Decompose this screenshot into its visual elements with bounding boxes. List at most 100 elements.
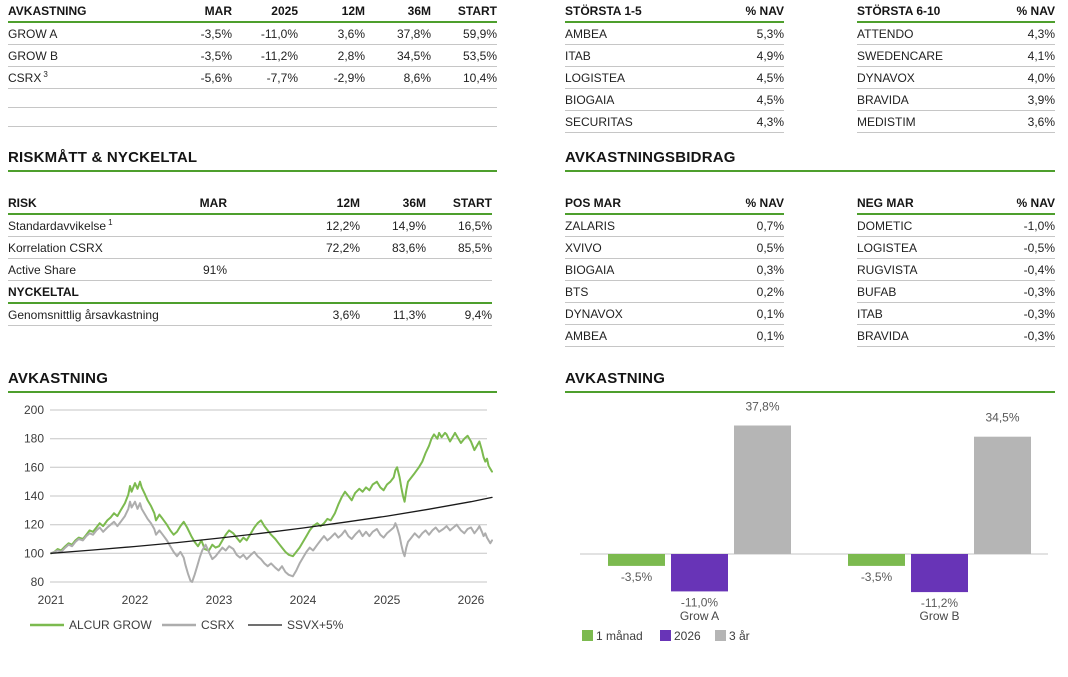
- table-row: BRAVIDA -0,3%: [857, 324, 1055, 347]
- value-cell: 53,5%: [431, 44, 497, 67]
- value-cell: 34,5%: [365, 44, 431, 67]
- legend-label-1-månad: 1 månad: [596, 629, 643, 643]
- table-row: DYNAVOX 4,0%: [857, 66, 1055, 89]
- value-cell: 0,7%: [699, 214, 784, 237]
- x-axis-tick-label: 2023: [206, 593, 233, 607]
- table-header-row: NEG MAR% NAV: [857, 194, 1055, 215]
- value-cell: 0,5%: [699, 236, 784, 259]
- value-cell: 5,3%: [699, 22, 784, 45]
- value-cell: 0,1%: [699, 302, 784, 325]
- returns-table: AVKASTNING MAR 2025 12M 36M START GROW A -3,5% -…: [8, 2, 497, 127]
- value-cell: 59,9%: [431, 22, 497, 45]
- column-header-12m: 12M: [227, 194, 360, 215]
- column-header-största-6-10: STÖRSTA 6-10: [857, 2, 977, 23]
- column-header-mar: MAR: [165, 2, 232, 23]
- row-label: SECURITAS: [565, 110, 699, 133]
- row-label: DYNAVOX: [565, 302, 699, 325]
- row-label: BIOGAIA: [565, 258, 699, 281]
- row-label: AMBEA: [565, 22, 699, 45]
- table-row: AMBEA 5,3%: [565, 22, 784, 45]
- row-label: BRAVIDA: [857, 88, 977, 111]
- table-row: DOMETIC -1,0%: [857, 214, 1055, 237]
- value-cell: 11,3%: [360, 303, 426, 326]
- value-cell: 4,0%: [977, 66, 1055, 89]
- column-header-största-1-5: STÖRSTA 1-5: [565, 2, 699, 23]
- table-header-row: STÖRSTA 6-10% NAV: [857, 2, 1055, 23]
- value-cell: 2,8%: [298, 44, 365, 67]
- empty-cell: [8, 107, 497, 127]
- table-row: BIOGAIA 4,5%: [565, 88, 784, 111]
- legend-label-2026: 2026: [674, 629, 701, 643]
- bar-grow-b-1-månad: [848, 554, 905, 566]
- table-row: ATTENDO 4,3%: [857, 22, 1055, 45]
- value-cell: 3,6%: [298, 22, 365, 45]
- value-cell: -5,6%: [165, 66, 232, 89]
- table-row: BIOGAIA 0,3%: [565, 258, 784, 281]
- row-label: ITAB: [857, 302, 977, 325]
- row-label: ZALARIS: [565, 214, 699, 237]
- x-axis-tick-label: 2024: [290, 593, 317, 607]
- value-cell: [360, 258, 426, 281]
- row-label: Active Share: [8, 258, 160, 281]
- contribution-panel: AVKASTNINGSBIDRAG POS MAR% NAV ZALARIS 0,7…: [565, 150, 1055, 347]
- column-header-avkastning: AVKASTNING: [8, 2, 165, 23]
- column-header-nav: % NAV: [977, 2, 1055, 23]
- row-label: BUFAB: [857, 280, 977, 303]
- table-row: Korrelation CSRX 72,2% 83,6% 85,5%: [8, 236, 492, 259]
- bar-value-label: 34,5%: [985, 411, 1019, 425]
- table-row: MEDISTIM 3,6%: [857, 110, 1055, 133]
- table-header-row: POS MAR% NAV: [565, 194, 784, 215]
- row-label: LOGISTEA: [565, 66, 699, 89]
- legend-swatch-1-månad: [582, 630, 593, 641]
- row-label: ATTENDO: [857, 22, 977, 45]
- column-header-nav: % NAV: [977, 194, 1055, 215]
- column-header-neg-mar: NEG MAR: [857, 194, 977, 215]
- risk-table: RISK MAR 12M 36M START Standardavvikelse 1 12,2…: [8, 194, 497, 326]
- negative-contribution-table: NEG MAR% NAV DOMETIC -1,0% LOGISTEA -0,5% RUG…: [857, 194, 1055, 347]
- bar-grow-a-2026: [671, 554, 728, 592]
- bar-value-label: 37,8%: [745, 400, 779, 414]
- column-header-2025: 2025: [232, 2, 298, 23]
- data-table: RISK MAR 12M 36M START Standardavvikelse 1 12,2…: [8, 194, 492, 326]
- value-cell: [227, 258, 360, 281]
- row-label: RUGVISTA: [857, 258, 977, 281]
- table-row: LOGISTEA -0,5%: [857, 236, 1055, 259]
- value-cell: 72,2%: [227, 236, 360, 259]
- x-axis-tick-label: 2025: [374, 593, 401, 607]
- column-header-pos-mar: POS MAR: [565, 194, 699, 215]
- table-row: BRAVIDA 3,9%: [857, 88, 1055, 111]
- contribution-section-title: AVKASTNINGSBIDRAG: [565, 150, 1055, 172]
- column-header-nav: % NAV: [699, 2, 784, 23]
- table-row: BUFAB -0,3%: [857, 280, 1055, 303]
- table-header-row: STÖRSTA 1-5% NAV: [565, 2, 784, 23]
- table-row: BTS 0,2%: [565, 280, 784, 303]
- y-axis-tick-label: 140: [24, 489, 44, 503]
- value-cell: 12,2%: [227, 214, 360, 237]
- performance-bar-chart-panel: AVKASTNING -3,5% -11,0% 37,8% Grow A -3,5% -1…: [565, 371, 1055, 664]
- bar-chart-title: AVKASTNING: [565, 371, 1055, 393]
- bar-value-label: -11,2%: [921, 596, 958, 610]
- risk-section-title: RISKMÅTT & NYCKELTAL: [8, 150, 497, 172]
- row-label: DOMETIC: [857, 214, 977, 237]
- value-cell: 4,9%: [699, 44, 784, 67]
- value-cell: 4,3%: [977, 22, 1055, 45]
- table-row: RUGVISTA -0,4%: [857, 258, 1055, 281]
- bar-value-label: -3,5%: [861, 570, 893, 584]
- value-cell: [160, 214, 227, 237]
- y-axis-tick-label: 200: [24, 403, 44, 417]
- value-cell: -11,2%: [232, 44, 298, 67]
- value-cell: [160, 236, 227, 259]
- table-subheader-row: NYCKELTAL: [8, 280, 492, 304]
- row-label: GROW B: [8, 44, 165, 67]
- table-row: ITAB -0,3%: [857, 302, 1055, 325]
- group-label-grow-a: Grow A: [680, 609, 719, 623]
- y-axis-tick-label: 100: [24, 546, 44, 560]
- table-row: DYNAVOX 0,1%: [565, 302, 784, 325]
- value-cell: 3,9%: [977, 88, 1055, 111]
- value-cell: 4,3%: [699, 110, 784, 133]
- x-axis-tick-label: 2026: [458, 593, 485, 607]
- value-cell: -11,0%: [232, 22, 298, 45]
- group-label-grow-b: Grow B: [919, 609, 959, 623]
- row-label: BIOGAIA: [565, 88, 699, 111]
